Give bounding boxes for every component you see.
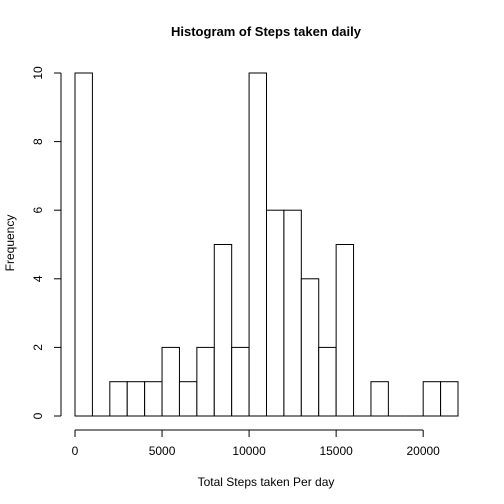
histogram-bar	[74, 72, 93, 417]
x-tick-label: 5000	[149, 444, 176, 458]
histogram-bar	[144, 381, 163, 417]
histogram-bar	[161, 346, 180, 417]
y-tick-label: 8	[31, 138, 45, 145]
y-axis-label: Frequency	[3, 215, 17, 272]
x-axis: 0 5000 10000 15000 20000	[72, 429, 440, 458]
x-tick-label: 0	[72, 444, 79, 458]
histogram-bar	[283, 209, 302, 417]
y-tick-label: 10	[31, 66, 45, 80]
histogram-bar	[126, 381, 146, 417]
x-axis-label: Total Steps taken Per day	[198, 475, 335, 489]
histogram-bar	[231, 346, 250, 417]
histogram-bar	[178, 381, 198, 417]
y-axis: 0 2 4 6 8 10	[31, 66, 62, 419]
histogram-bar	[300, 278, 320, 417]
histogram-bar	[318, 346, 337, 417]
chart-title: Histogram of Steps taken daily	[171, 24, 362, 39]
y-tick-label: 6	[31, 207, 45, 214]
y-tick-label: 2	[31, 344, 45, 351]
histogram-bar	[370, 381, 389, 417]
histogram-bar	[213, 244, 233, 417]
histogram-bar	[335, 244, 355, 417]
bars-group	[74, 72, 459, 417]
histogram-bar	[248, 72, 268, 417]
histogram-bar	[440, 381, 459, 417]
histogram-bar	[422, 381, 442, 417]
histogram-bar	[266, 209, 285, 417]
histogram-bar	[196, 346, 215, 417]
x-tick-label: 20000	[406, 444, 440, 458]
y-tick-label: 4	[31, 275, 45, 282]
y-tick-label: 0	[31, 412, 45, 419]
x-tick-label: 10000	[232, 444, 266, 458]
histogram-bar	[109, 381, 128, 417]
x-tick-label: 15000	[319, 444, 353, 458]
